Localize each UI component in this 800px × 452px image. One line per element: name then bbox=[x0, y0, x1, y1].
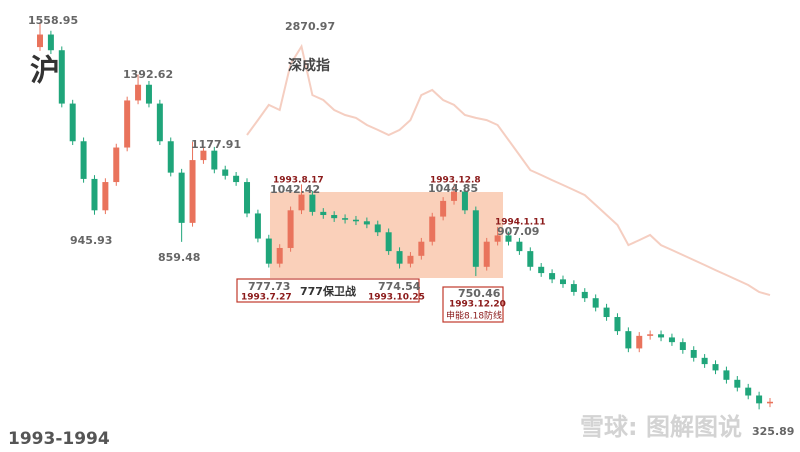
price-label: 325.89 bbox=[752, 425, 794, 438]
candle-body bbox=[374, 224, 381, 233]
candle-body bbox=[625, 331, 632, 349]
candle-body bbox=[69, 103, 76, 142]
candle-body bbox=[135, 84, 142, 101]
candle-body bbox=[385, 232, 392, 252]
candle-body bbox=[647, 334, 654, 336]
candle-body bbox=[156, 103, 163, 142]
price-label: 907.09 bbox=[497, 225, 539, 238]
annotation-box bbox=[236, 278, 420, 303]
overlay-line bbox=[246, 43, 771, 297]
candle-body bbox=[538, 266, 545, 274]
candle-body bbox=[91, 178, 98, 211]
candle-body bbox=[745, 387, 752, 396]
candle-body bbox=[668, 337, 675, 343]
candle-body bbox=[244, 182, 251, 214]
candle-body bbox=[233, 175, 240, 183]
candle-body bbox=[331, 215, 338, 219]
candle-body bbox=[298, 194, 305, 211]
candle-body bbox=[167, 141, 174, 173]
watermark: 雪球: 图解图说 bbox=[580, 413, 742, 441]
price-label: 2870.97 bbox=[285, 20, 335, 33]
price-label: 1177.91 bbox=[191, 138, 241, 151]
candle-body bbox=[603, 307, 610, 318]
candle-body bbox=[276, 247, 283, 264]
annotation-text: 申能8.18防线 bbox=[446, 310, 502, 322]
candle-body bbox=[570, 284, 577, 292]
candle-body bbox=[124, 100, 131, 148]
price-label: 1042.42 bbox=[270, 183, 320, 196]
candle-body bbox=[254, 213, 261, 239]
annotation-box bbox=[442, 286, 504, 323]
price-label: 750.46 bbox=[458, 287, 501, 300]
candle-body bbox=[222, 169, 229, 176]
candle-body bbox=[549, 273, 556, 280]
candle-body bbox=[407, 255, 414, 264]
candle-body bbox=[47, 34, 54, 51]
candle-body bbox=[211, 150, 218, 170]
price-label: 945.93 bbox=[70, 234, 112, 247]
candle-body bbox=[145, 84, 152, 104]
candle-body bbox=[712, 364, 719, 371]
footer: 1993-1994 bbox=[8, 429, 110, 449]
price-label: 1044.85 bbox=[428, 182, 478, 195]
candle-body bbox=[363, 221, 370, 225]
candle-body bbox=[516, 241, 523, 252]
annotation-text: 777保卫战 bbox=[300, 284, 356, 298]
series-name: 沪 bbox=[30, 54, 60, 89]
candle-body bbox=[342, 218, 349, 220]
candle-body bbox=[102, 182, 109, 211]
candle-body bbox=[679, 342, 686, 350]
candle-body bbox=[200, 150, 207, 161]
marks bbox=[37, 22, 773, 410]
candle-body bbox=[505, 235, 512, 242]
candle-body bbox=[636, 335, 643, 349]
candle-body bbox=[756, 395, 763, 404]
price-label: 777.73 bbox=[248, 280, 290, 293]
candle-body bbox=[559, 279, 566, 285]
candle-body bbox=[690, 349, 697, 358]
candle-body bbox=[113, 147, 120, 183]
price-label: 1392.62 bbox=[123, 68, 173, 81]
candle-body bbox=[189, 160, 196, 223]
candle-body bbox=[472, 210, 479, 267]
candle-body bbox=[581, 291, 588, 299]
candle-body bbox=[37, 34, 43, 48]
candle-body bbox=[701, 357, 708, 365]
date-label: 1993.8.17 bbox=[273, 176, 324, 186]
candle-body bbox=[592, 298, 599, 308]
date-label: 1993.12.20 bbox=[449, 300, 506, 310]
date-label: 1993.12.8 bbox=[430, 176, 481, 186]
candle-body bbox=[287, 210, 294, 248]
candle-body bbox=[178, 172, 185, 223]
candle-body bbox=[723, 370, 730, 380]
price-label: 774.54 bbox=[378, 280, 421, 293]
candle-body bbox=[80, 141, 87, 179]
date-label: 1994.1.11 bbox=[495, 218, 546, 228]
price-label: 1558.95 bbox=[28, 14, 78, 27]
overlay-name: 深成指 bbox=[288, 57, 330, 74]
candle-body bbox=[352, 219, 359, 222]
price-label: 859.48 bbox=[158, 251, 200, 264]
candle-body bbox=[451, 191, 458, 201]
candle-body bbox=[734, 379, 741, 388]
candle-body bbox=[418, 241, 425, 256]
candle-body bbox=[461, 191, 468, 211]
date-label: 1993.7.27 bbox=[241, 293, 292, 303]
candle-body bbox=[320, 211, 327, 216]
candle-body bbox=[527, 251, 534, 267]
candle-body bbox=[494, 235, 501, 242]
candle-body bbox=[440, 200, 447, 217]
candle-body bbox=[309, 194, 316, 212]
candle-body bbox=[767, 401, 773, 404]
candle-body bbox=[483, 241, 490, 267]
candle-body bbox=[658, 334, 665, 338]
candle-body bbox=[396, 251, 403, 264]
candle-body bbox=[58, 50, 65, 104]
candle-body bbox=[265, 238, 272, 264]
candle-body bbox=[614, 317, 621, 332]
date-label: 1993.10.25 bbox=[368, 293, 425, 303]
candle-body bbox=[429, 216, 436, 242]
